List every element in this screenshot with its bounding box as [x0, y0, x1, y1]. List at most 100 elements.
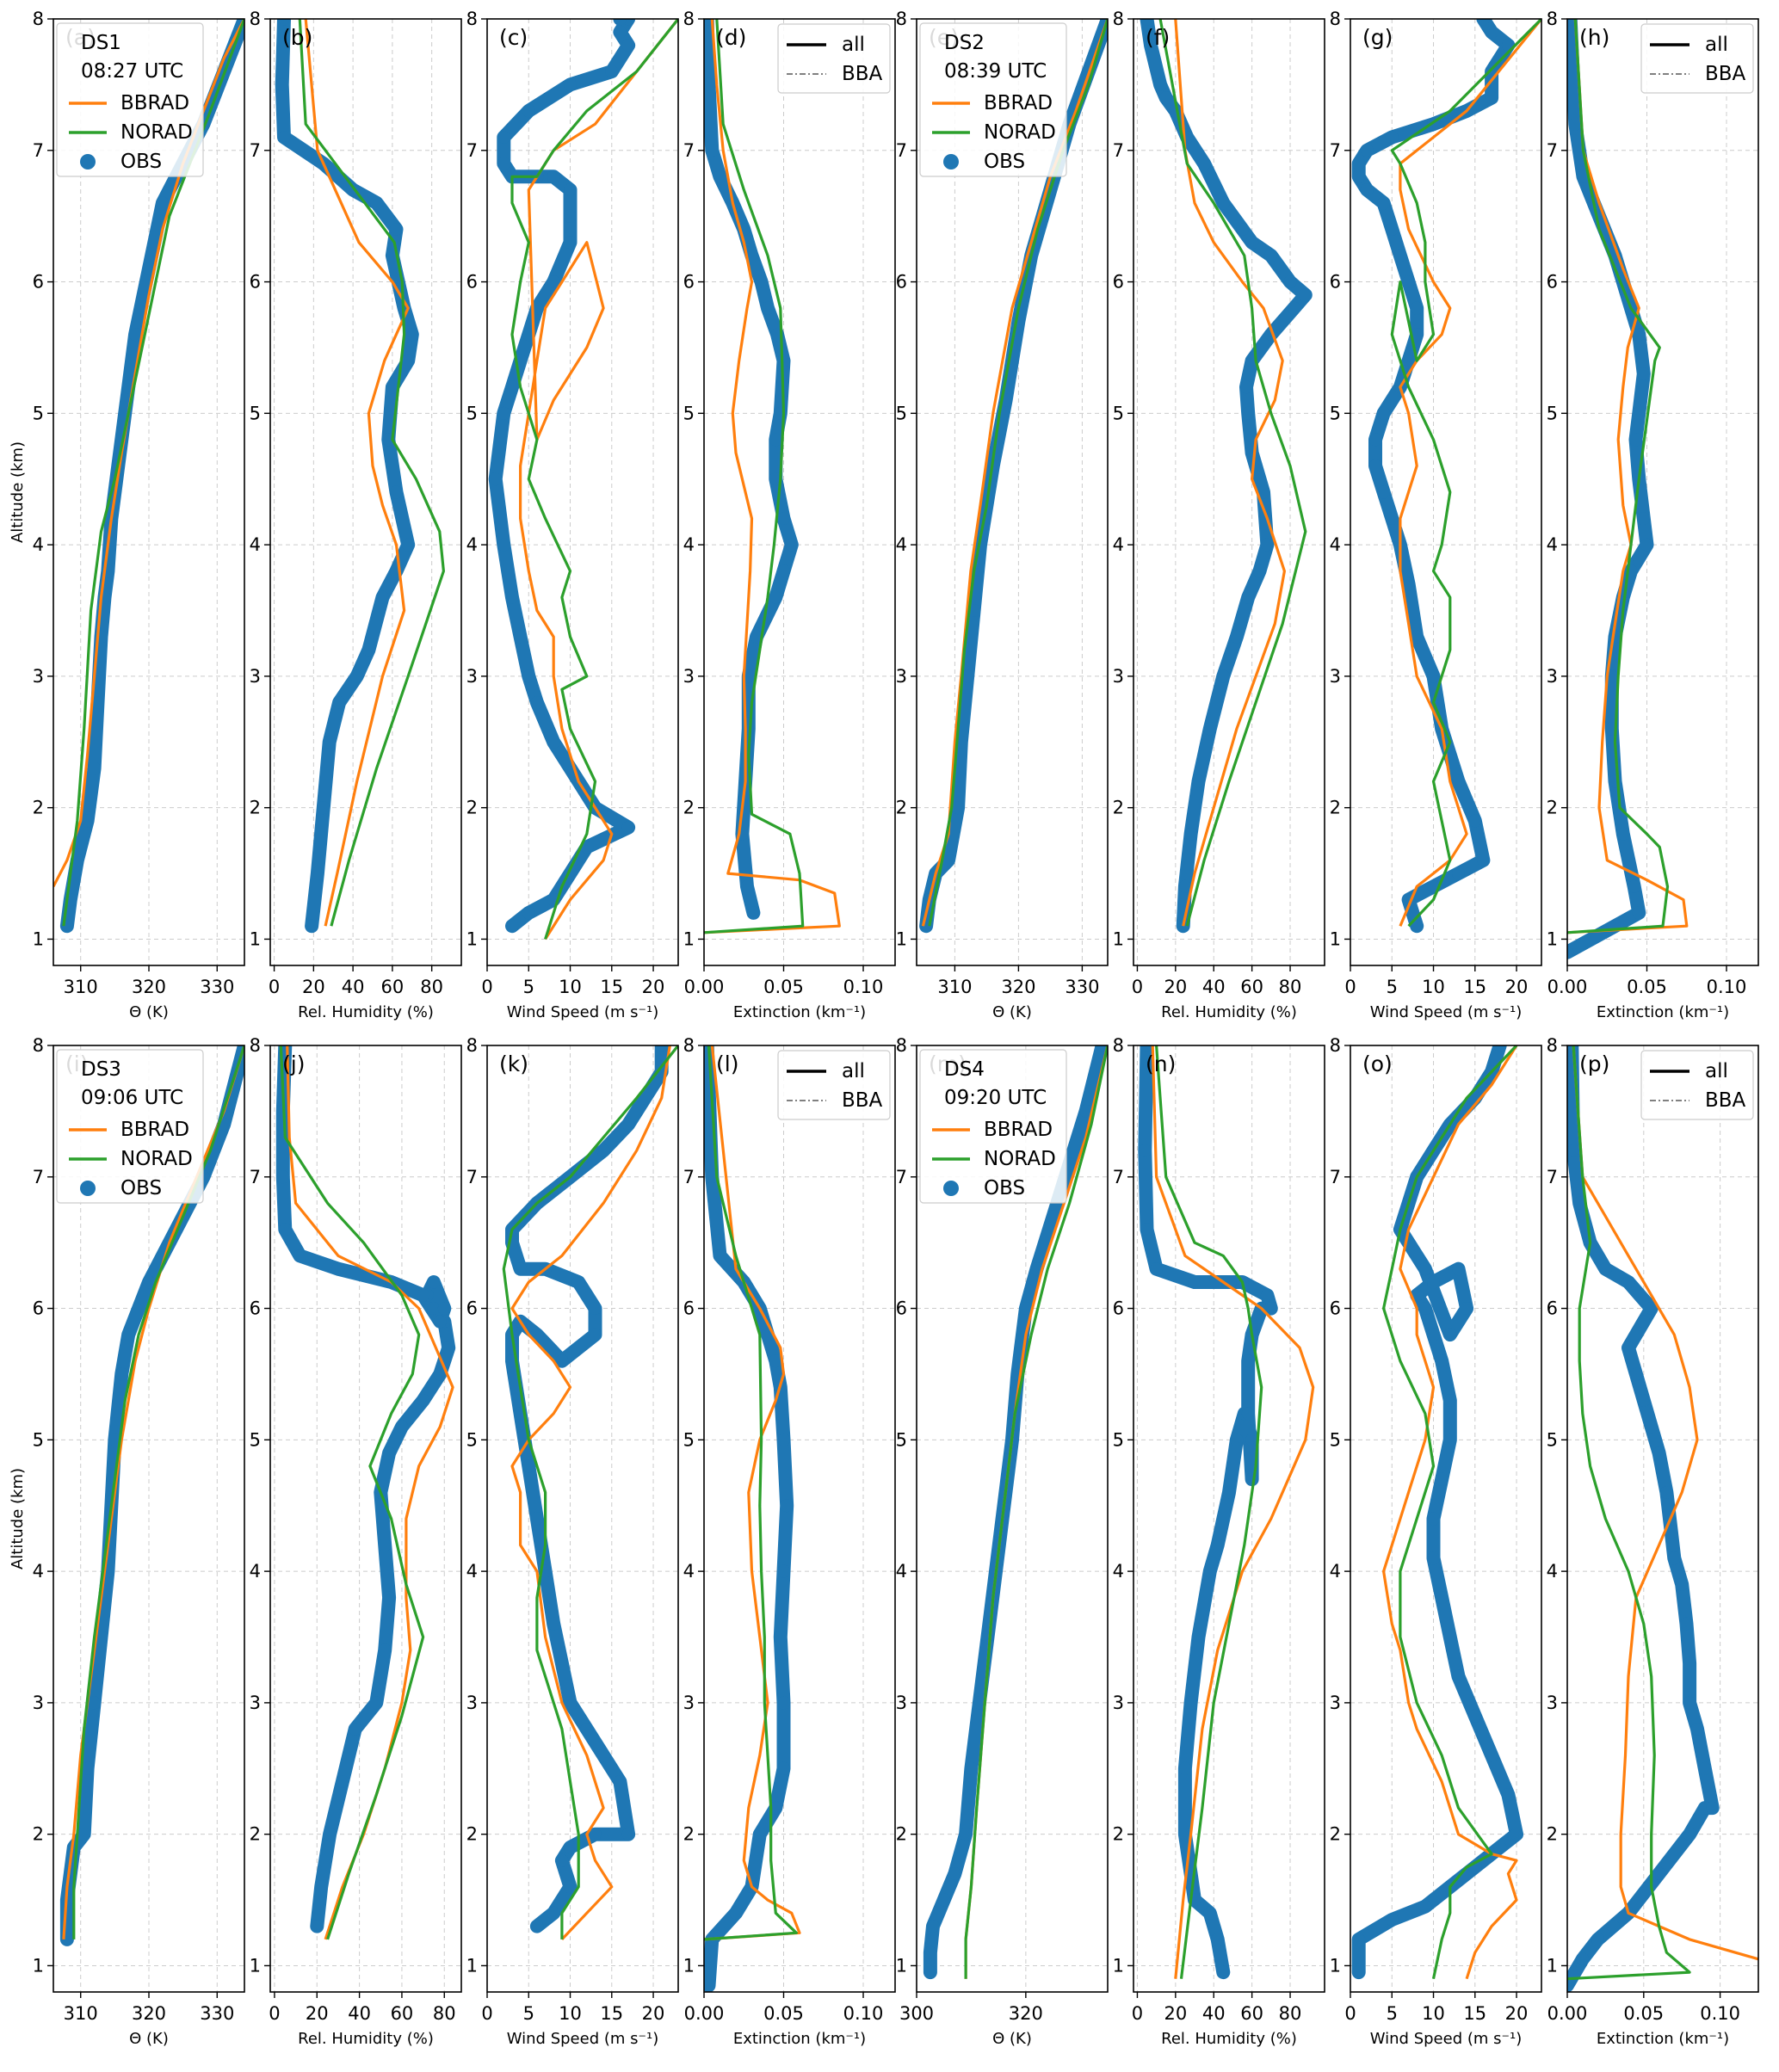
obs-point	[1645, 1420, 1659, 1434]
obs-point	[621, 1828, 635, 1841]
obs-point	[370, 196, 384, 210]
obs-point	[1377, 485, 1391, 499]
obs-point	[489, 472, 503, 486]
panel-h: 1 2 3 4 5 6 7 8 0.00 0.05 0.10 Extinction (km⁻¹) (h)…	[1547, 9, 1759, 1021]
obs-point	[1435, 1354, 1449, 1368]
plot-frame	[486, 1045, 679, 1993]
plot-frame	[1566, 1045, 1759, 1993]
panel-o: 1 2 3 4 5 6 7 8 0 5 10 15 20 Wind Speed (m s⁻¹) (o)	[1330, 1035, 1542, 2048]
y-tick-label: 2	[250, 1824, 261, 1845]
x-tick-label: 0	[481, 977, 492, 997]
x-tick-label: 310	[64, 977, 98, 997]
obs-point	[605, 65, 619, 78]
legend-entry: OBS	[984, 151, 1025, 173]
y-tick-label: 5	[33, 403, 44, 423]
x-tick-label: 5	[523, 2003, 534, 2024]
legend-box	[1640, 23, 1754, 94]
obs-point	[108, 1433, 121, 1446]
panel-label: (j)	[282, 1051, 305, 1076]
y-tick-label: 2	[1113, 1824, 1124, 1845]
obs-point	[777, 512, 790, 526]
obs-point	[437, 1302, 451, 1316]
series-bbrad-line	[1572, 1045, 1758, 1961]
y-tick-label: 3	[896, 1693, 907, 1713]
y-tick-label: 4	[250, 1561, 261, 1582]
y-tick-label: 4	[466, 1561, 478, 1582]
panel-c: 1 2 3 4 5 6 7 8 0 5 10 15 20 Wind Speed (m s⁻¹) (c)	[466, 9, 679, 1021]
x-tick-label: 0.10	[1700, 2003, 1740, 2024]
obs-point	[514, 1262, 528, 1276]
obs-point	[1572, 1196, 1586, 1210]
obs-point	[1287, 301, 1300, 315]
obs-point	[1299, 288, 1313, 302]
legend-entry: OBS	[120, 1177, 162, 1199]
y-tick-label: 5	[683, 1429, 695, 1450]
panel-label: (p)	[1579, 1051, 1609, 1076]
obs-point	[1368, 459, 1382, 472]
obs-point	[1485, 25, 1498, 39]
obs-point	[1637, 367, 1651, 380]
y-tick-label: 2	[1330, 1824, 1341, 1845]
obs-point	[777, 564, 790, 578]
y-tick-label: 7	[683, 1167, 695, 1187]
y-tick-label: 5	[1547, 403, 1558, 423]
obs-point	[713, 1249, 726, 1262]
series-norad-line	[1567, 1045, 1691, 1981]
x-tick-label: 310	[937, 977, 972, 997]
obs-point	[1178, 1828, 1192, 1841]
obs-point	[1427, 1275, 1441, 1289]
y-tick-label: 1	[1330, 1955, 1341, 1976]
legend-entry: all	[1705, 1060, 1728, 1082]
legend-box	[919, 22, 1067, 177]
y-tick-label: 2	[1547, 1824, 1558, 1845]
obs-point	[530, 1512, 544, 1526]
obs-point	[729, 1906, 743, 1920]
obs-point	[314, 1880, 328, 1894]
obs-point	[1451, 774, 1465, 788]
obs-point	[1216, 669, 1230, 683]
legend-entry: BBA	[1705, 63, 1746, 85]
obs-point	[369, 1696, 383, 1710]
obs-point	[401, 538, 415, 552]
obs-point	[1260, 538, 1274, 552]
obs-point	[88, 1696, 102, 1710]
legend-marker-obs	[80, 1181, 96, 1196]
y-tick-label: 8	[683, 1035, 695, 1056]
x-tick-label: 0	[1132, 977, 1143, 997]
obs-point	[1241, 590, 1255, 604]
x-tick-label: 0.05	[1623, 2003, 1664, 2024]
obs-point	[769, 1354, 782, 1368]
y-tick-label: 3	[1330, 666, 1341, 687]
obs-point	[555, 1354, 569, 1368]
obs-point	[1216, 1965, 1230, 1979]
y-tick-label: 3	[33, 666, 44, 687]
y-tick-label: 5	[466, 1429, 478, 1450]
x-axis-title: Rel. Humidity (%)	[1161, 1003, 1297, 1021]
legend-title: DS3	[81, 1058, 121, 1081]
obs-point	[1567, 1978, 1574, 1992]
y-tick-label: 7	[1547, 140, 1558, 161]
panel-label: (g)	[1362, 25, 1393, 50]
obs-point	[1621, 1341, 1635, 1354]
legend-entry: BBA	[842, 1089, 883, 1112]
obs-point	[1178, 879, 1192, 893]
obs-point	[746, 906, 760, 920]
obs-point	[1659, 1485, 1673, 1499]
legend-entry: BBA	[842, 63, 883, 85]
obs-point	[1241, 1354, 1255, 1368]
y-tick-label: 4	[1330, 1561, 1341, 1582]
y-tick-label: 8	[250, 9, 261, 29]
obs-point	[1030, 1262, 1044, 1276]
series-bbrad-line	[1174, 19, 1287, 927]
obs-point	[1184, 827, 1198, 841]
obs-point	[1253, 564, 1267, 578]
x-tick-label: 0.10	[843, 977, 884, 997]
legend-entry: BBA	[1705, 1089, 1746, 1112]
obs-point	[704, 77, 716, 91]
obs-point	[1510, 1828, 1523, 1841]
y-tick-label: 4	[1547, 1561, 1558, 1582]
obs-point	[497, 406, 510, 420]
obs-point	[1360, 144, 1374, 157]
y-tick-label: 3	[896, 666, 907, 687]
